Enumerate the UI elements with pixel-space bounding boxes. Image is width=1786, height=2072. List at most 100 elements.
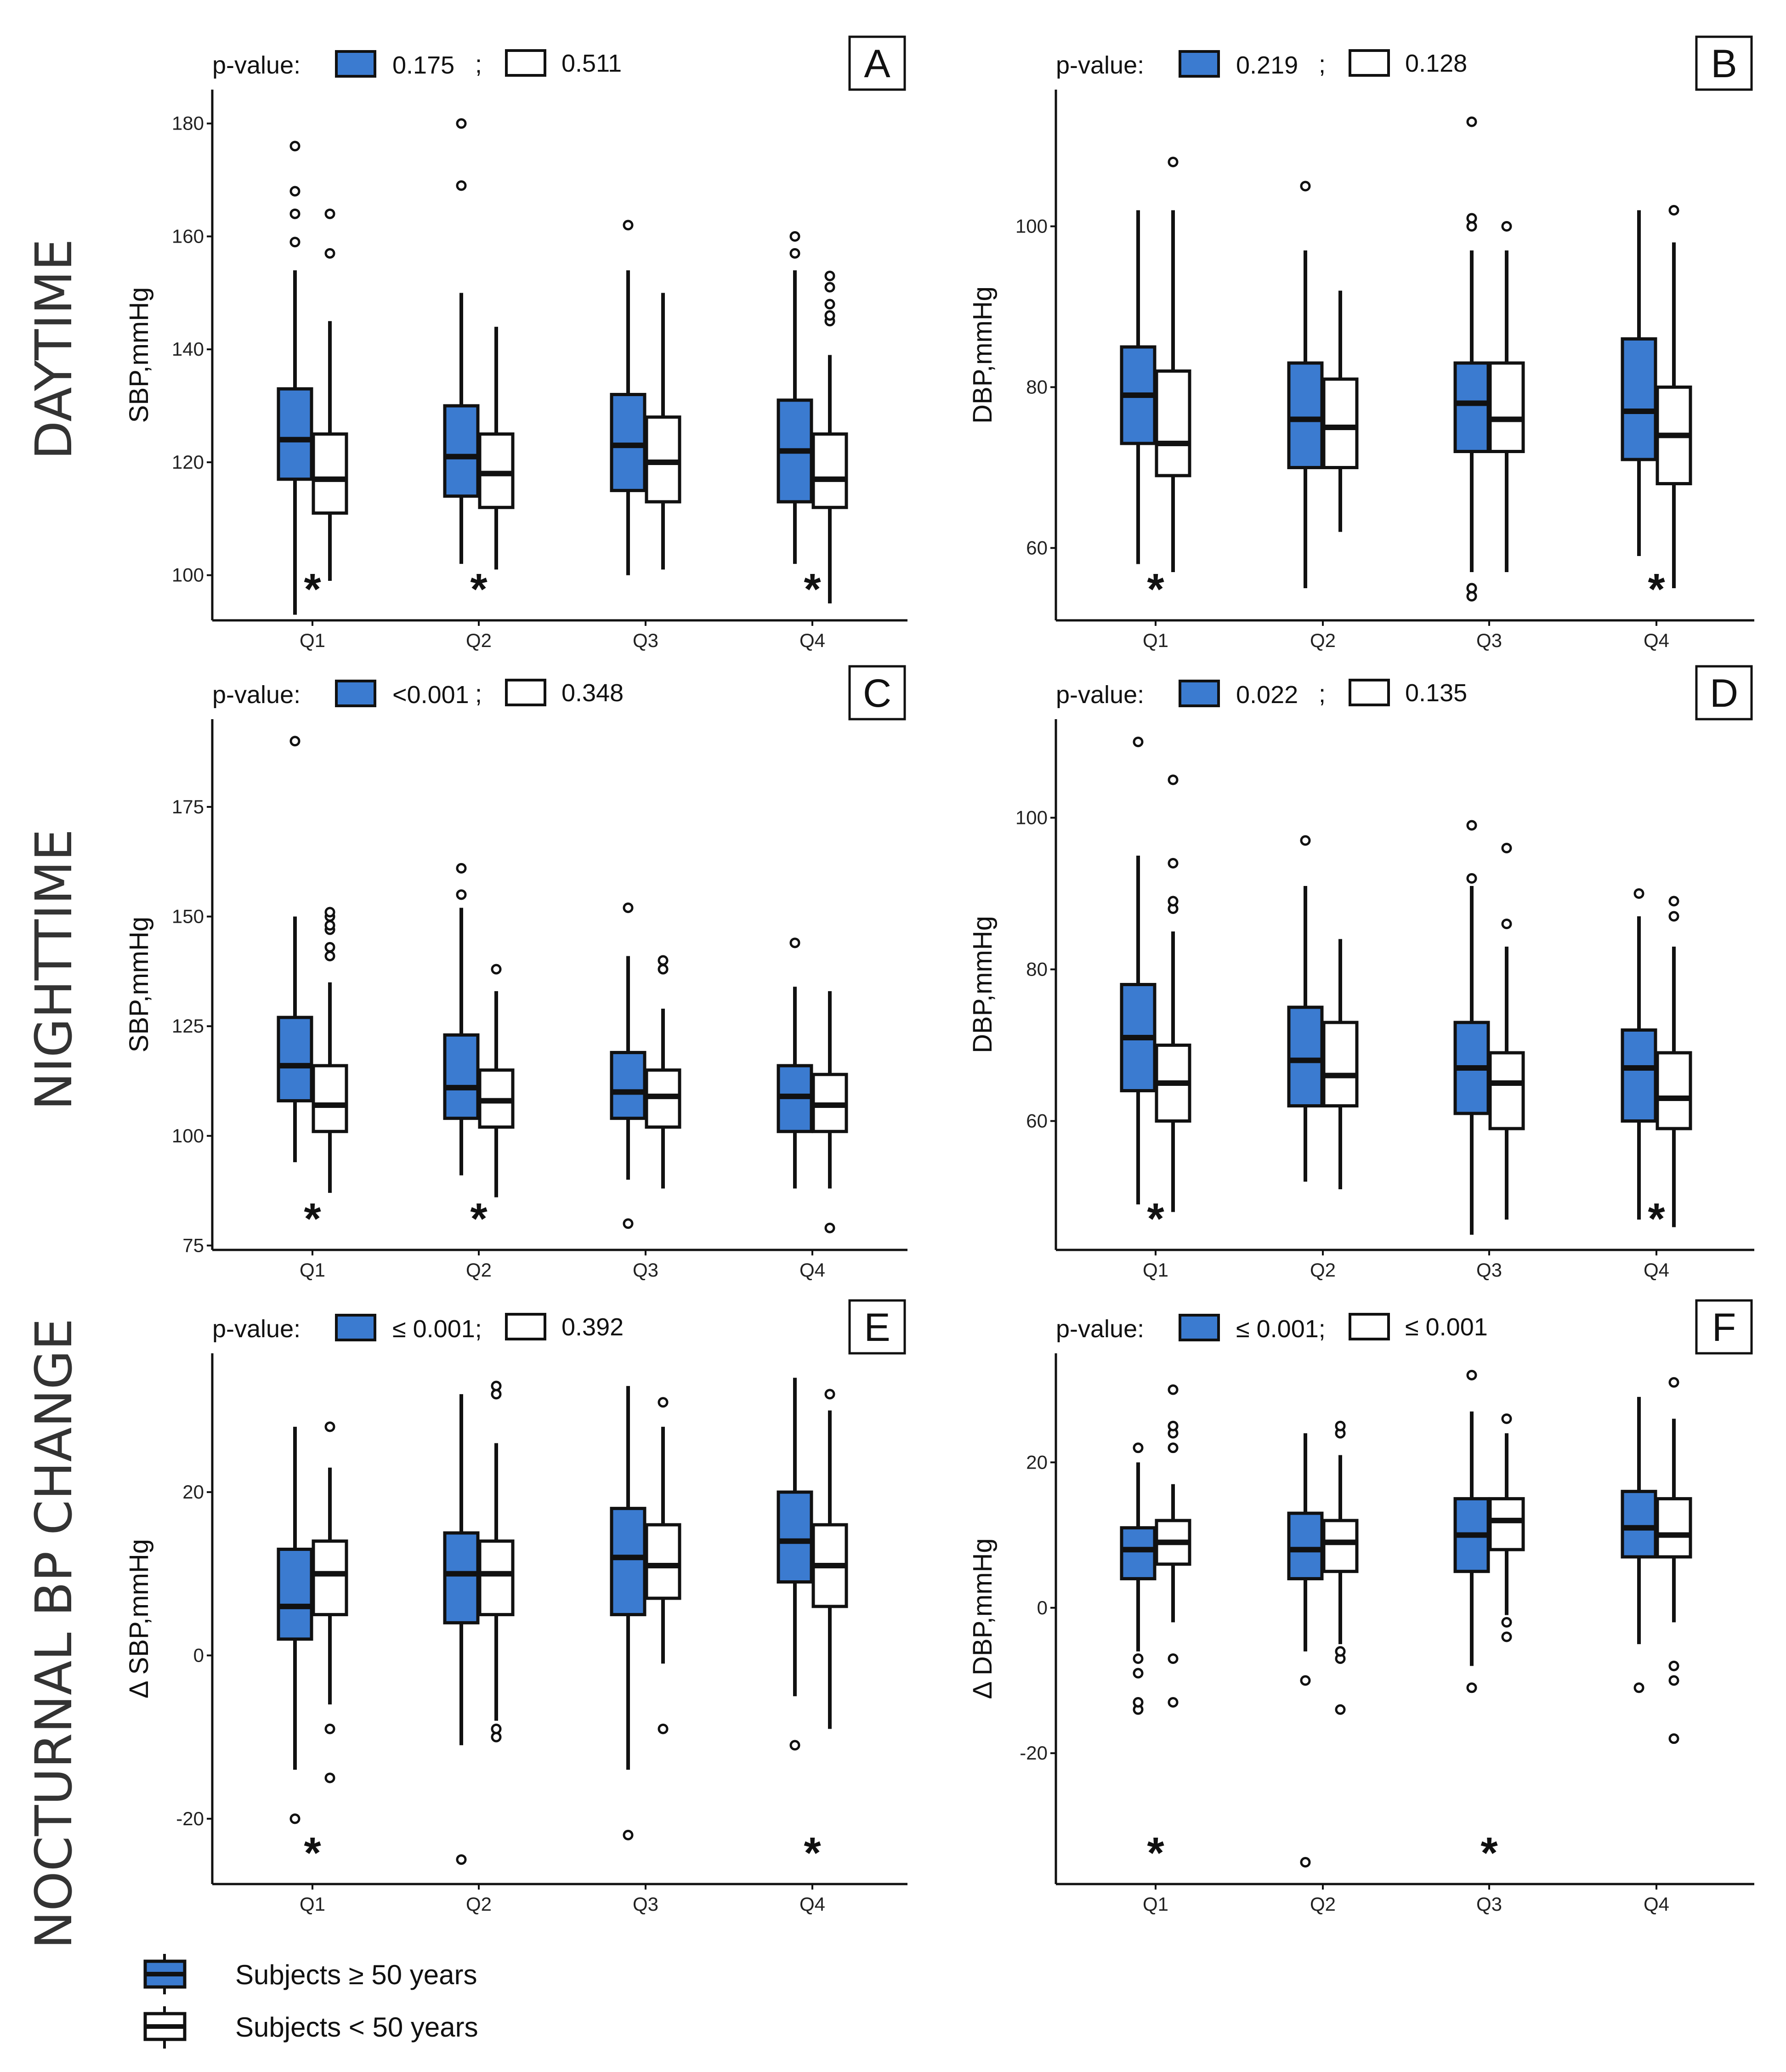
x-tick-label: Q3: [633, 1893, 658, 1915]
outlier-point: [1300, 181, 1311, 192]
outlier-point: [658, 955, 669, 966]
y-axis-label: DBP,mmHg: [968, 286, 998, 424]
box: [277, 1016, 313, 1102]
y-tick-label: -20: [1020, 1742, 1048, 1764]
row-label-daytime: DAYTIME: [24, 239, 83, 460]
outlier-point: [1168, 1697, 1179, 1708]
box: [1287, 361, 1324, 469]
box: [1621, 1490, 1657, 1559]
outlier-point: [1168, 774, 1179, 785]
box: [777, 1490, 813, 1584]
x-tick-label: Q2: [466, 1893, 492, 1915]
box: [645, 1523, 681, 1600]
outlier-point: [1466, 1369, 1477, 1380]
pvalue-swatch-older: [1179, 50, 1220, 78]
outlier-point: [289, 208, 301, 219]
significance-star: *: [470, 1194, 488, 1243]
panel-letter: B: [1711, 42, 1737, 86]
pvalue-younger: 0.392: [561, 1313, 624, 1341]
outlier-point: [1168, 157, 1179, 167]
pvalue-swatch-older: [335, 1314, 376, 1341]
pvalue-older: ≤ 0.001;: [1236, 1315, 1326, 1343]
outlier-point: [623, 902, 634, 913]
outlier-point: [324, 950, 335, 961]
pvalue-swatch-older: [335, 680, 376, 707]
outlier-point: [824, 282, 835, 293]
outlier-point: [1501, 919, 1512, 929]
x-tick-label: Q1: [1143, 1259, 1168, 1281]
y-tick-label: 20: [1026, 1451, 1048, 1473]
y-tick-label: 160: [172, 225, 204, 247]
outlier-point: [824, 270, 835, 281]
outlier-point: [1300, 835, 1311, 846]
outlier-point: [1466, 873, 1477, 884]
x-tick-label: Q4: [1644, 1259, 1669, 1281]
outlier-point: [324, 208, 335, 219]
y-tick-label: 100: [172, 1125, 204, 1147]
x-tick-label: Q2: [466, 630, 492, 651]
outlier-point: [1668, 205, 1679, 216]
legend-key-younger: [143, 2006, 187, 2049]
pvalue-label: p-value:: [212, 681, 301, 709]
panel-letter: C: [863, 671, 891, 715]
pvalue-label: p-value:: [1056, 51, 1144, 79]
outlier-point: [491, 1723, 502, 1734]
box: [1621, 1028, 1657, 1123]
y-axis-label: SBP,mmHg: [124, 917, 154, 1052]
outlier-point: [1133, 1668, 1144, 1679]
outlier-point: [658, 1397, 669, 1408]
x-tick-label: Q3: [1476, 1893, 1502, 1915]
outlier-point: [289, 736, 301, 747]
outlier-point: [1133, 1653, 1144, 1664]
box: [312, 1064, 348, 1133]
pvalue-separator: ;: [1319, 51, 1326, 78]
pvalue-separator: ;: [475, 680, 482, 708]
outlier-point: [1633, 1682, 1644, 1693]
outlier-point: [623, 1829, 634, 1840]
outlier-point: [1133, 737, 1144, 747]
outlier-point: [456, 889, 467, 900]
y-tick-label: 60: [1026, 1110, 1048, 1132]
outlier-point: [1168, 1384, 1179, 1395]
outlier-point: [289, 186, 301, 197]
outlier-point: [1501, 843, 1512, 853]
pvalue-separator: ;: [1319, 680, 1326, 708]
panel-c: 75 100 125 150 175 SBP,mmHg Q1 Q2 Q3 Q4 * * p-value:…: [124, 665, 907, 1281]
outlier-point: [1466, 583, 1477, 594]
y-axis-label: Δ SBP,mmHg: [124, 1539, 154, 1698]
y-tick-label: 100: [1015, 216, 1048, 237]
x-tick-label: Q1: [1143, 1893, 1168, 1915]
outlier-point: [1168, 858, 1179, 869]
outlier-point: [324, 907, 335, 918]
outlier-point: [1501, 221, 1512, 232]
significance-star: *: [304, 1194, 321, 1243]
outlier-point: [824, 1389, 835, 1400]
pvalue-label: p-value:: [212, 1315, 301, 1343]
y-tick-label: 80: [1026, 376, 1048, 398]
outlier-point: [1300, 1857, 1311, 1868]
pvalue-older: ≤ 0.001;: [392, 1315, 482, 1343]
pvalue-swatch-younger: [1349, 49, 1390, 77]
outlier-point: [456, 1854, 467, 1865]
row-label-nighttime: NIGHTTIME: [24, 829, 83, 1110]
box: [1656, 1051, 1692, 1130]
box: [610, 1507, 646, 1617]
x-tick-label: Q3: [633, 630, 658, 651]
outlier-point: [289, 1813, 301, 1824]
box: [312, 432, 348, 515]
outlier-point: [456, 118, 467, 129]
outlier-point: [789, 231, 800, 242]
significance-star: *: [1480, 1828, 1498, 1878]
outlier-point: [1466, 213, 1477, 224]
outlier-point: [1300, 1675, 1311, 1686]
pvalue-older: 0.022: [1236, 681, 1298, 709]
pvalue-swatch-older: [335, 50, 376, 78]
outlier-point: [324, 1421, 335, 1432]
y-tick-label: 140: [172, 338, 204, 360]
pvalue-label: p-value:: [1056, 681, 1144, 709]
box: [443, 1033, 480, 1120]
pvalue-younger: 0.348: [561, 679, 624, 707]
box: [277, 1547, 313, 1641]
box: [1287, 1511, 1324, 1580]
significance-star: *: [470, 565, 488, 614]
